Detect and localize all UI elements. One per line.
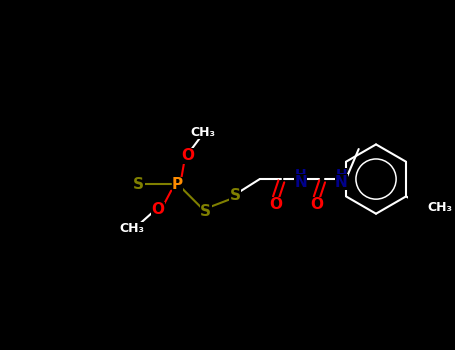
Text: O: O bbox=[310, 197, 323, 212]
Text: S: S bbox=[230, 189, 241, 203]
Text: N: N bbox=[335, 175, 348, 190]
Text: O: O bbox=[269, 197, 283, 212]
Text: CH₃: CH₃ bbox=[119, 222, 144, 235]
Text: H: H bbox=[295, 168, 306, 182]
Text: S: S bbox=[133, 177, 144, 192]
Text: O: O bbox=[152, 202, 165, 217]
Text: N: N bbox=[294, 175, 307, 190]
Text: CH₃: CH₃ bbox=[190, 126, 215, 139]
Text: P: P bbox=[172, 177, 183, 192]
Text: O: O bbox=[181, 148, 194, 163]
Text: H: H bbox=[335, 168, 347, 182]
Text: S: S bbox=[200, 204, 212, 219]
Text: CH₃: CH₃ bbox=[428, 202, 453, 215]
